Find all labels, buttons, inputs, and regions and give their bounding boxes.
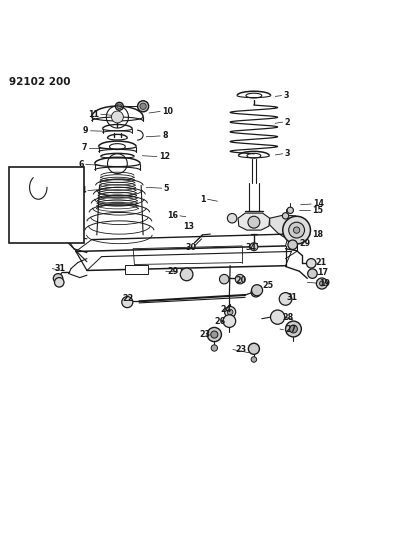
Text: 9: 9	[83, 126, 89, 135]
Circle shape	[211, 345, 218, 351]
Text: 12: 12	[159, 152, 170, 161]
Text: 7: 7	[81, 143, 87, 152]
Circle shape	[207, 327, 222, 342]
Text: 17: 17	[317, 268, 328, 277]
Text: 30: 30	[186, 243, 197, 252]
Circle shape	[112, 111, 123, 123]
Circle shape	[54, 278, 64, 287]
Circle shape	[251, 287, 260, 297]
Polygon shape	[270, 215, 305, 238]
Text: 6: 6	[78, 160, 84, 169]
Text: 92102 200: 92102 200	[10, 77, 71, 87]
Circle shape	[316, 278, 328, 289]
Circle shape	[287, 207, 293, 214]
Circle shape	[235, 274, 245, 284]
Text: 15: 15	[312, 206, 324, 215]
Circle shape	[289, 222, 304, 238]
Text: 8: 8	[162, 132, 168, 141]
Circle shape	[211, 331, 218, 338]
Circle shape	[252, 285, 262, 296]
Circle shape	[32, 218, 48, 234]
Circle shape	[248, 216, 260, 228]
Text: 33: 33	[50, 219, 62, 228]
Text: 14: 14	[313, 199, 324, 208]
Polygon shape	[12, 196, 24, 209]
Circle shape	[320, 281, 324, 286]
Text: 24: 24	[220, 305, 231, 314]
Circle shape	[117, 104, 122, 109]
Text: 5: 5	[164, 184, 169, 192]
Circle shape	[282, 213, 289, 219]
Text: 18: 18	[36, 170, 47, 179]
Text: 31: 31	[54, 264, 65, 273]
Text: 23: 23	[199, 330, 210, 339]
Polygon shape	[238, 213, 270, 230]
Text: 20: 20	[235, 276, 246, 285]
Circle shape	[220, 274, 229, 284]
Text: 16: 16	[167, 212, 178, 220]
Circle shape	[293, 227, 300, 233]
Text: 29: 29	[168, 266, 179, 276]
Text: 25: 25	[262, 281, 274, 290]
Circle shape	[306, 259, 316, 268]
Text: 23: 23	[235, 345, 246, 354]
Circle shape	[138, 101, 148, 112]
Circle shape	[53, 273, 63, 283]
Circle shape	[36, 222, 44, 230]
Circle shape	[223, 315, 236, 327]
Circle shape	[285, 321, 301, 337]
Text: 18: 18	[312, 230, 324, 239]
Text: 22: 22	[123, 294, 134, 303]
Text: 13: 13	[183, 222, 195, 231]
Circle shape	[116, 102, 123, 110]
Circle shape	[249, 343, 259, 354]
Circle shape	[227, 309, 233, 315]
Text: 19: 19	[319, 279, 330, 288]
Text: 11: 11	[88, 110, 99, 119]
Text: 3: 3	[283, 91, 289, 100]
Text: REF: REF	[130, 267, 142, 272]
Text: 1: 1	[200, 195, 206, 204]
Circle shape	[270, 310, 285, 324]
Circle shape	[180, 268, 193, 281]
Text: 21: 21	[315, 258, 326, 267]
Text: 26: 26	[214, 317, 225, 326]
Circle shape	[289, 325, 297, 333]
Circle shape	[288, 240, 297, 249]
Circle shape	[308, 269, 317, 278]
FancyBboxPatch shape	[9, 167, 84, 243]
Circle shape	[279, 293, 292, 305]
Text: 32: 32	[13, 186, 24, 195]
Circle shape	[225, 306, 236, 318]
Circle shape	[250, 243, 258, 251]
Text: 34: 34	[245, 243, 256, 252]
Circle shape	[251, 357, 256, 362]
FancyBboxPatch shape	[125, 265, 148, 274]
Text: 2: 2	[285, 118, 290, 127]
Text: 10: 10	[162, 107, 173, 116]
Text: 28: 28	[282, 313, 294, 321]
Circle shape	[122, 296, 133, 308]
Text: 31: 31	[286, 293, 297, 302]
Text: 4: 4	[80, 186, 86, 195]
Circle shape	[283, 216, 310, 244]
Circle shape	[227, 214, 237, 223]
Circle shape	[140, 103, 146, 109]
Text: 29: 29	[299, 239, 310, 248]
Polygon shape	[29, 193, 43, 207]
Text: 27: 27	[285, 325, 297, 334]
Text: 3: 3	[285, 149, 290, 158]
